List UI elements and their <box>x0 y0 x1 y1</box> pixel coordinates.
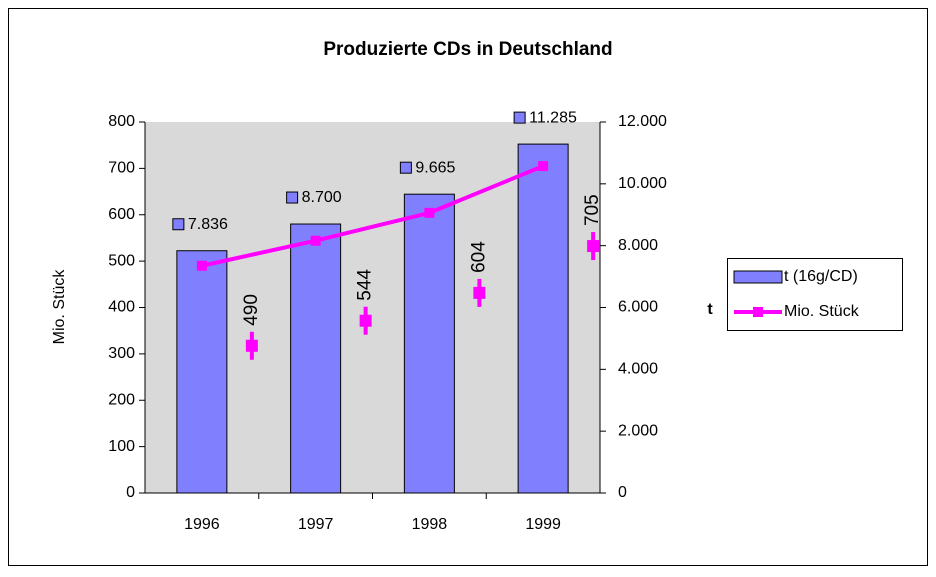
line-marker <box>310 235 321 246</box>
chart-title: Produzierte CDs in Deutschland <box>323 39 612 60</box>
y-tick-label: 300 <box>108 345 135 362</box>
y2-axis-label: t <box>707 301 713 318</box>
x-tick-label: 1998 <box>412 516 448 533</box>
line-marker <box>196 260 207 271</box>
bar <box>403 193 455 494</box>
line-marker <box>424 207 435 218</box>
legend-label: t (16g/CD) <box>784 268 858 285</box>
y-tick-label: 0 <box>126 484 135 501</box>
legend <box>727 258 903 331</box>
data-label: 544 <box>355 269 376 301</box>
y-tick-label: 400 <box>108 299 135 316</box>
data-label: 705 <box>582 194 603 226</box>
data-label-key <box>172 218 185 231</box>
data-label: 9.665 <box>415 159 455 176</box>
bar <box>176 250 228 494</box>
y-tick-label: 100 <box>108 438 135 455</box>
y-tick-label: 600 <box>108 206 135 223</box>
data-label: 11.285 <box>529 109 577 126</box>
y-axis-label: Mio. Stück <box>51 269 68 345</box>
y-tick-label: 200 <box>108 391 135 408</box>
y2-tick-label: 12.000 <box>618 113 667 130</box>
y2-tick-label: 2.000 <box>618 422 658 439</box>
y2-tick-label: 4.000 <box>618 361 658 378</box>
legend-swatch <box>753 307 763 317</box>
x-tick-label: 1999 <box>525 516 561 533</box>
y-tick-label: 500 <box>108 252 135 269</box>
legend-label: Mio. Stück <box>784 303 860 320</box>
y2-tick-label: 0 <box>618 484 627 501</box>
bar <box>517 143 569 494</box>
data-label: 490 <box>241 294 262 326</box>
data-label: 7.836 <box>188 216 228 233</box>
bar <box>290 223 342 494</box>
y2-tick-label: 10.000 <box>618 175 667 192</box>
y2-tick-label: 8.000 <box>618 237 658 254</box>
data-label-key <box>399 161 412 174</box>
line-marker <box>538 161 549 172</box>
y-tick-label: 800 <box>108 113 135 130</box>
data-label-key <box>513 111 526 124</box>
y-tick-label: 700 <box>108 160 135 177</box>
x-tick-label: 1997 <box>298 516 334 533</box>
y2-tick-label: 6.000 <box>618 299 658 316</box>
data-label: 604 <box>468 241 489 273</box>
line <box>201 164 544 268</box>
data-label-key <box>286 191 299 204</box>
legend-swatch <box>733 270 783 284</box>
x-tick-label: 1996 <box>184 516 220 533</box>
data-label: 8.700 <box>302 189 342 206</box>
